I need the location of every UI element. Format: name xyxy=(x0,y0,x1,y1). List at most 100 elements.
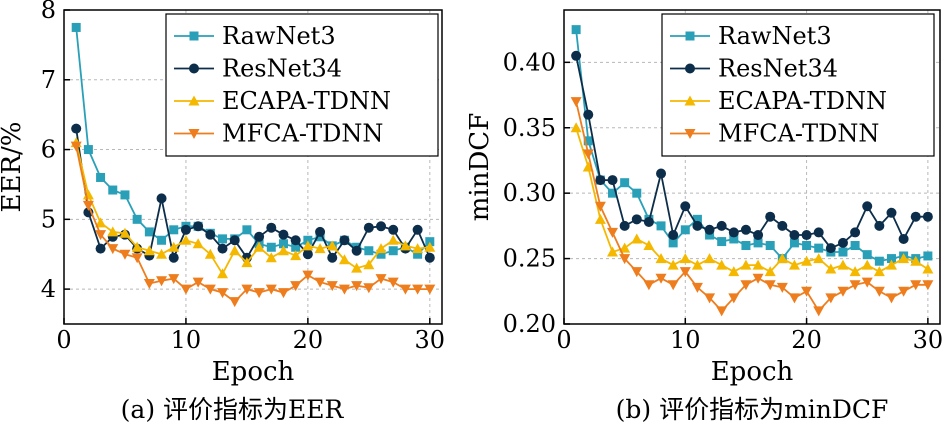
data-point-resnet34 xyxy=(156,193,167,204)
data-point-rawnet3 xyxy=(692,214,702,224)
x-tick-label: 0 xyxy=(556,326,571,354)
data-point-ecapa-tdnn xyxy=(594,213,606,224)
y-tick-label: 7 xyxy=(41,66,56,94)
data-point-rawnet3 xyxy=(303,235,313,245)
data-point-mfca-tdnn xyxy=(180,284,192,295)
data-point-mfca-tdnn xyxy=(119,249,131,260)
data-point-mfca-tdnn xyxy=(375,274,387,285)
data-point-rawnet3 xyxy=(132,214,142,224)
data-point-rawnet3 xyxy=(364,246,374,256)
data-point-ecapa-tdnn xyxy=(424,241,436,252)
data-point-resnet34 xyxy=(837,237,848,248)
data-point-rawnet3 xyxy=(814,243,824,253)
legend-item: ResNet34 xyxy=(670,55,838,83)
data-point-ecapa-tdnn xyxy=(801,255,813,266)
data-point-ecapa-tdnn xyxy=(192,238,204,249)
data-point-resnet34 xyxy=(656,168,667,179)
chart-caption: (b) 评价指标为minDCF xyxy=(616,395,889,424)
data-point-rawnet3 xyxy=(242,225,252,235)
data-point-mfca-tdnn xyxy=(277,288,289,299)
legend-item: MFCA-TDNN xyxy=(670,120,879,148)
legend-marker xyxy=(189,63,199,74)
data-point-ecapa-tdnn xyxy=(655,253,667,264)
data-point-mfca-tdnn xyxy=(716,306,728,317)
data-point-mfca-tdnn xyxy=(143,279,155,290)
legend-marker xyxy=(685,63,695,74)
y-tick-label: 4 xyxy=(41,275,56,303)
data-point-resnet34 xyxy=(607,175,618,186)
data-point-ecapa-tdnn xyxy=(180,234,192,245)
y-tick-label: 0.40 xyxy=(503,48,556,76)
data-point-ecapa-tdnn xyxy=(277,245,289,256)
data-point-ecapa-tdnn xyxy=(619,242,631,253)
data-point-mfca-tdnn xyxy=(776,282,788,293)
y-tick-label: 6 xyxy=(41,136,56,164)
data-point-ecapa-tdnn xyxy=(156,248,168,259)
data-point-resnet34 xyxy=(302,249,313,260)
data-point-ecapa-tdnn xyxy=(910,255,922,266)
data-point-resnet34 xyxy=(680,201,691,212)
data-point-resnet34 xyxy=(753,230,764,241)
data-point-resnet34 xyxy=(874,220,885,231)
data-point-mfca-tdnn xyxy=(922,280,934,291)
data-point-ecapa-tdnn xyxy=(326,240,338,251)
data-point-rawnet3 xyxy=(388,246,398,256)
data-point-rawnet3 xyxy=(157,235,167,245)
legend: RawNet3 ResNet34 ECAPA-TDNN MFCA-TDNN xyxy=(661,13,935,157)
data-point-ecapa-tdnn xyxy=(691,259,703,270)
data-point-mfca-tdnn xyxy=(764,280,776,291)
chart-mindcf: 0 10 20 30 0.20 0.25 0.30 0.35 0.40 RawNet3 ResNet… xyxy=(465,9,943,424)
data-point-rawnet3 xyxy=(120,190,130,200)
data-point-rawnet3 xyxy=(108,185,118,195)
data-point-resnet34 xyxy=(740,224,751,235)
legend-marker xyxy=(188,95,200,106)
legend-label: ECAPA-TDNN xyxy=(718,87,887,115)
data-point-rawnet3 xyxy=(729,234,739,244)
data-point-ecapa-tdnn xyxy=(412,243,424,254)
data-point-mfca-tdnn xyxy=(619,254,631,265)
data-point-resnet34 xyxy=(278,229,289,240)
data-point-resnet34 xyxy=(765,211,776,222)
data-point-ecapa-tdnn xyxy=(338,254,350,265)
data-point-ecapa-tdnn xyxy=(387,234,399,245)
data-point-rawnet3 xyxy=(144,227,154,237)
data-point-mfca-tdnn xyxy=(752,273,764,284)
data-point-ecapa-tdnn xyxy=(728,266,740,277)
data-point-mfca-tdnn xyxy=(861,277,873,288)
data-point-mfca-tdnn xyxy=(582,149,594,160)
data-point-rawnet3 xyxy=(266,242,276,252)
chart-eer: 0 10 20 30 4 5 6 7 8 RawNet3 ResNet34 ECAPA-TDNN MFC… xyxy=(0,0,445,424)
x-axis-label: Epoch xyxy=(711,357,794,387)
data-point-resnet34 xyxy=(777,220,788,231)
data-point-resnet34 xyxy=(862,201,873,212)
x-tick-label: 10 xyxy=(670,326,701,354)
data-point-rawnet3 xyxy=(218,234,228,244)
data-point-ecapa-tdnn xyxy=(740,259,752,270)
data-point-resnet34 xyxy=(716,220,727,231)
data-point-resnet34 xyxy=(643,216,654,227)
legend-label: ResNet34 xyxy=(718,55,838,83)
data-point-resnet34 xyxy=(351,245,362,256)
data-point-mfca-tdnn xyxy=(728,293,740,304)
data-point-rawnet3 xyxy=(96,172,106,182)
legend-marker xyxy=(188,129,200,139)
data-point-ecapa-tdnn xyxy=(314,243,326,254)
data-point-resnet34 xyxy=(801,230,812,241)
data-point-rawnet3 xyxy=(765,241,775,250)
data-point-resnet34 xyxy=(266,222,277,233)
data-point-rawnet3 xyxy=(874,256,884,266)
data-point-mfca-tdnn xyxy=(631,267,643,278)
data-point-resnet34 xyxy=(290,235,301,246)
legend-label: MFCA-TDNN xyxy=(222,120,383,148)
data-point-rawnet3 xyxy=(705,230,715,240)
data-point-ecapa-tdnn xyxy=(849,266,861,277)
data-point-rawnet3 xyxy=(923,251,933,261)
data-point-resnet34 xyxy=(825,243,836,254)
legend-label: ECAPA-TDNN xyxy=(222,87,391,115)
data-point-ecapa-tdnn xyxy=(290,250,302,261)
data-point-mfca-tdnn xyxy=(314,277,326,288)
data-point-ecapa-tdnn xyxy=(302,240,314,251)
data-point-resnet34 xyxy=(424,252,435,263)
data-point-rawnet3 xyxy=(608,188,618,198)
